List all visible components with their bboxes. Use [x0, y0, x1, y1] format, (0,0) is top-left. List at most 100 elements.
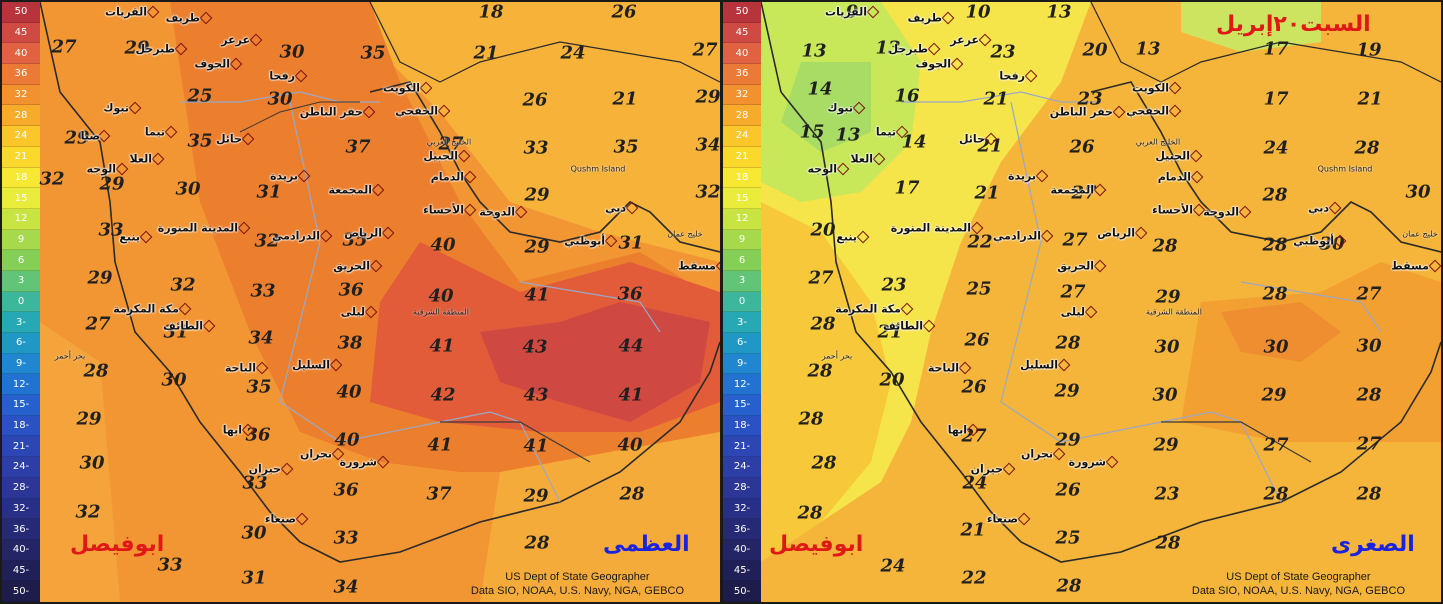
city-label: ينبع [119, 230, 140, 244]
temperature-value: 30 [1154, 336, 1180, 358]
city-label: بريدة [270, 169, 298, 183]
temperature-value: 33 [250, 280, 276, 302]
city-label: عرعر [221, 33, 250, 47]
temperature-value: 41 [523, 435, 549, 457]
city-label: طريف [907, 11, 942, 25]
temperature-value: 27 [808, 267, 834, 289]
legend-cell: 12 [2, 208, 40, 230]
temperature-value: 18 [478, 2, 504, 23]
temperature-value: 21 [1357, 88, 1383, 110]
map-credit: US Dept of State Geographer Data SIO, NO… [1192, 570, 1405, 598]
temperature-value: 28 [807, 360, 833, 382]
temperature-value: 26 [1069, 136, 1095, 158]
legend-cell: 15 [723, 188, 761, 209]
legend-cell: 12- [723, 374, 761, 396]
temperature-value: 29 [64, 127, 90, 149]
temperature-value: 23 [990, 41, 1016, 63]
city-label: مكة المكرمة [835, 302, 901, 316]
author-signature: ابوفيصل [769, 532, 864, 557]
temperature-value: 28 [1262, 234, 1288, 256]
city-label: الدرادمي [993, 229, 1041, 243]
city-label: تيما [875, 125, 896, 139]
legend-cell: 24- [2, 457, 40, 478]
legend-cell: 40- [2, 539, 40, 561]
city-label: العلا [850, 152, 873, 166]
temperature-value: 24 [962, 472, 988, 494]
legend-cell: 36 [2, 64, 40, 85]
temperature-value: 43 [523, 384, 549, 406]
temperature-value: 28 [1152, 235, 1178, 257]
city-label: عرعر [950, 33, 979, 47]
city-label: رفحا [999, 69, 1025, 83]
legend-cell: 6 [723, 250, 761, 271]
city-label: الباحة [927, 361, 959, 375]
temperature-value: 20 [879, 369, 905, 391]
temperature-value: 26 [964, 329, 990, 351]
city-label: ضبا [80, 129, 100, 143]
legend-cell: 21- [723, 436, 761, 458]
legend-cell: 21 [723, 146, 761, 168]
city-label: الحريق [1057, 259, 1094, 273]
author-signature: ابوفيصل [70, 532, 165, 557]
temperature-value: 22 [967, 231, 993, 253]
city-label: شرورة [1068, 455, 1106, 469]
legend-cell: 50 [723, 2, 761, 23]
city-label: الدوحة [479, 205, 515, 219]
temperature-value: 29 [87, 267, 113, 289]
city-label: الطائف [163, 319, 203, 333]
temperature-value: 23 [1154, 483, 1180, 505]
legend-cell: 15- [723, 395, 761, 416]
temperature-value: 30 [1152, 384, 1178, 406]
panel-title: الصغرى [1331, 532, 1415, 557]
temperature-value: 28 [1155, 532, 1181, 554]
temperature-legend: 50 45 40 36 32 28 24 21 18 15 12 9 6 3 0 3- 6- 9- 12- 15- 18… [723, 2, 761, 602]
legend-cell: 40- [723, 539, 761, 561]
temperature-value: 30 [267, 88, 293, 110]
temperature-value: 37 [426, 483, 452, 505]
city-label: صنعاء [264, 512, 296, 526]
temperature-value: 43 [522, 336, 548, 358]
map-credit: US Dept of State Geographer Data SIO, NO… [471, 570, 684, 598]
temperature-value: 25 [1055, 527, 1081, 549]
temperature-value: 30 [1319, 233, 1345, 255]
temperature-value: 31 [618, 232, 644, 254]
temperature-value: 27 [1071, 182, 1097, 204]
region-label: المنطقة الشرقية [1146, 307, 1202, 317]
city-label: الرياض [344, 226, 382, 240]
temperature-value: 33 [523, 137, 549, 159]
city-label: الرياض [1097, 226, 1135, 240]
min-temperature-panel: 50 45 40 36 32 28 24 21 18 15 12 9 6 3 0 3- 6- 9- 12- 15- 18… [723, 2, 1441, 602]
temperature-value: 31 [241, 567, 267, 589]
temperature-value: 13 [875, 37, 901, 59]
temperature-value: 26 [961, 376, 987, 398]
temperature-value: 27 [961, 425, 987, 447]
temperature-value: 13 [801, 40, 827, 62]
temperature-value: 29 [1261, 384, 1287, 406]
temperature-value: 17 [1263, 38, 1289, 60]
city-label: نجران [1020, 447, 1053, 461]
temperature-value: 37 [345, 136, 371, 158]
city-label: المدينة المنورة [157, 221, 238, 235]
city-label: ابها [947, 423, 967, 437]
temperature-value: 30 [241, 522, 267, 544]
legend-cell: 15 [2, 188, 40, 209]
region-label: بحر أحمر [54, 351, 86, 361]
city-label: ليلى [340, 305, 365, 319]
temperature-value: 26 [611, 2, 637, 23]
temperature-value: 29 [1153, 434, 1179, 456]
city-label: أبوظبي [1293, 234, 1334, 248]
city-label: الجوف [915, 57, 951, 71]
legend-cell: 12 [723, 208, 761, 230]
temperature-value: 13 [835, 124, 861, 146]
city-label: تيما [144, 125, 165, 139]
temperature-value: 21 [974, 182, 1000, 204]
temperature-value: 28 [810, 313, 836, 335]
temperature-value: 21 [960, 519, 986, 541]
temperature-value: 27 [1060, 281, 1086, 303]
city-label: الطائف [883, 319, 923, 333]
temperature-value: 21 [977, 135, 1003, 157]
temperature-value: 23 [1077, 88, 1103, 110]
city-label: الجبيل [1155, 149, 1190, 163]
legend-cell: 45- [2, 560, 40, 582]
city-label: المجمعة [328, 183, 372, 197]
